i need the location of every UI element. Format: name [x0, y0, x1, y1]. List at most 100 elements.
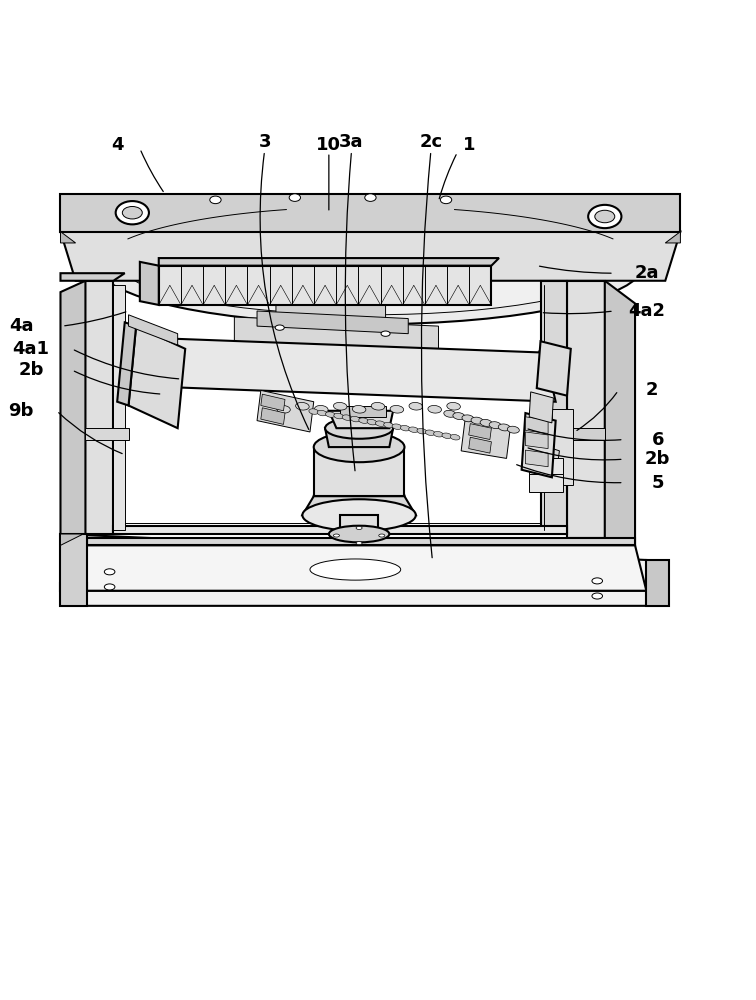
Ellipse shape [434, 431, 443, 437]
Text: 4a: 4a [9, 317, 33, 335]
Polygon shape [525, 432, 548, 449]
Polygon shape [340, 406, 386, 417]
Polygon shape [60, 583, 87, 591]
Ellipse shape [310, 559, 401, 580]
Ellipse shape [381, 331, 390, 336]
Ellipse shape [426, 430, 435, 435]
Polygon shape [522, 413, 556, 477]
Ellipse shape [592, 593, 603, 599]
Polygon shape [87, 538, 635, 545]
Polygon shape [60, 534, 83, 545]
Ellipse shape [447, 402, 460, 410]
Text: 2b: 2b [645, 450, 671, 468]
Ellipse shape [334, 413, 343, 419]
Polygon shape [76, 545, 646, 591]
Polygon shape [340, 515, 378, 534]
Ellipse shape [333, 402, 347, 410]
Ellipse shape [498, 424, 510, 431]
Text: 4a2: 4a2 [628, 302, 665, 320]
Ellipse shape [356, 526, 362, 529]
Ellipse shape [333, 534, 339, 537]
Polygon shape [646, 560, 669, 606]
Polygon shape [257, 390, 314, 432]
Text: 4: 4 [111, 136, 123, 154]
Polygon shape [129, 326, 185, 428]
Ellipse shape [326, 412, 335, 417]
Ellipse shape [409, 402, 423, 410]
Ellipse shape [275, 325, 284, 330]
Ellipse shape [451, 435, 460, 440]
Ellipse shape [371, 402, 385, 410]
Ellipse shape [592, 578, 603, 584]
Ellipse shape [356, 542, 362, 545]
Ellipse shape [314, 405, 328, 413]
Ellipse shape [329, 526, 389, 542]
Polygon shape [261, 408, 285, 424]
Polygon shape [234, 317, 438, 362]
Ellipse shape [376, 421, 385, 426]
Ellipse shape [588, 205, 621, 228]
Polygon shape [140, 262, 159, 305]
Polygon shape [314, 447, 404, 496]
Ellipse shape [489, 422, 501, 429]
Ellipse shape [116, 201, 149, 224]
Ellipse shape [595, 210, 615, 223]
Polygon shape [79, 564, 646, 591]
Polygon shape [541, 428, 605, 440]
Polygon shape [85, 281, 113, 534]
Polygon shape [302, 496, 416, 515]
Polygon shape [60, 281, 85, 545]
Text: 3: 3 [259, 133, 271, 151]
Polygon shape [129, 315, 178, 345]
Ellipse shape [471, 417, 483, 424]
Bar [529, 458, 563, 474]
Ellipse shape [379, 534, 385, 537]
Bar [529, 474, 563, 492]
Text: 10: 10 [316, 136, 342, 154]
Polygon shape [525, 450, 548, 467]
Polygon shape [537, 341, 571, 396]
Ellipse shape [104, 569, 115, 575]
Ellipse shape [302, 499, 416, 531]
Text: 6: 6 [652, 431, 664, 449]
Ellipse shape [122, 217, 618, 315]
Text: 2c: 2c [420, 133, 442, 151]
Ellipse shape [480, 419, 492, 426]
Ellipse shape [314, 432, 404, 462]
Ellipse shape [453, 413, 465, 420]
Ellipse shape [442, 433, 451, 438]
Polygon shape [605, 281, 635, 560]
Ellipse shape [390, 405, 404, 413]
Polygon shape [261, 394, 285, 411]
Polygon shape [60, 534, 87, 606]
Ellipse shape [318, 410, 327, 416]
Polygon shape [469, 437, 491, 453]
Polygon shape [325, 428, 393, 447]
Ellipse shape [462, 415, 474, 422]
Polygon shape [117, 322, 136, 406]
Ellipse shape [409, 427, 418, 432]
Polygon shape [541, 281, 567, 534]
Ellipse shape [296, 402, 309, 410]
Ellipse shape [444, 410, 456, 417]
Ellipse shape [104, 584, 115, 590]
Polygon shape [60, 232, 76, 243]
Ellipse shape [384, 422, 393, 428]
Ellipse shape [314, 481, 404, 511]
Polygon shape [529, 392, 553, 423]
Text: 2b: 2b [19, 361, 45, 379]
Ellipse shape [342, 415, 352, 420]
Ellipse shape [392, 424, 401, 429]
Text: 3a: 3a [339, 133, 364, 151]
Text: 9b: 9b [8, 402, 34, 420]
Ellipse shape [440, 196, 451, 204]
Polygon shape [525, 417, 548, 433]
Ellipse shape [428, 405, 442, 413]
Ellipse shape [98, 207, 643, 324]
Ellipse shape [289, 194, 301, 201]
Polygon shape [60, 194, 680, 232]
Polygon shape [60, 232, 680, 281]
Polygon shape [461, 421, 510, 458]
Ellipse shape [367, 419, 376, 425]
Polygon shape [60, 273, 125, 281]
